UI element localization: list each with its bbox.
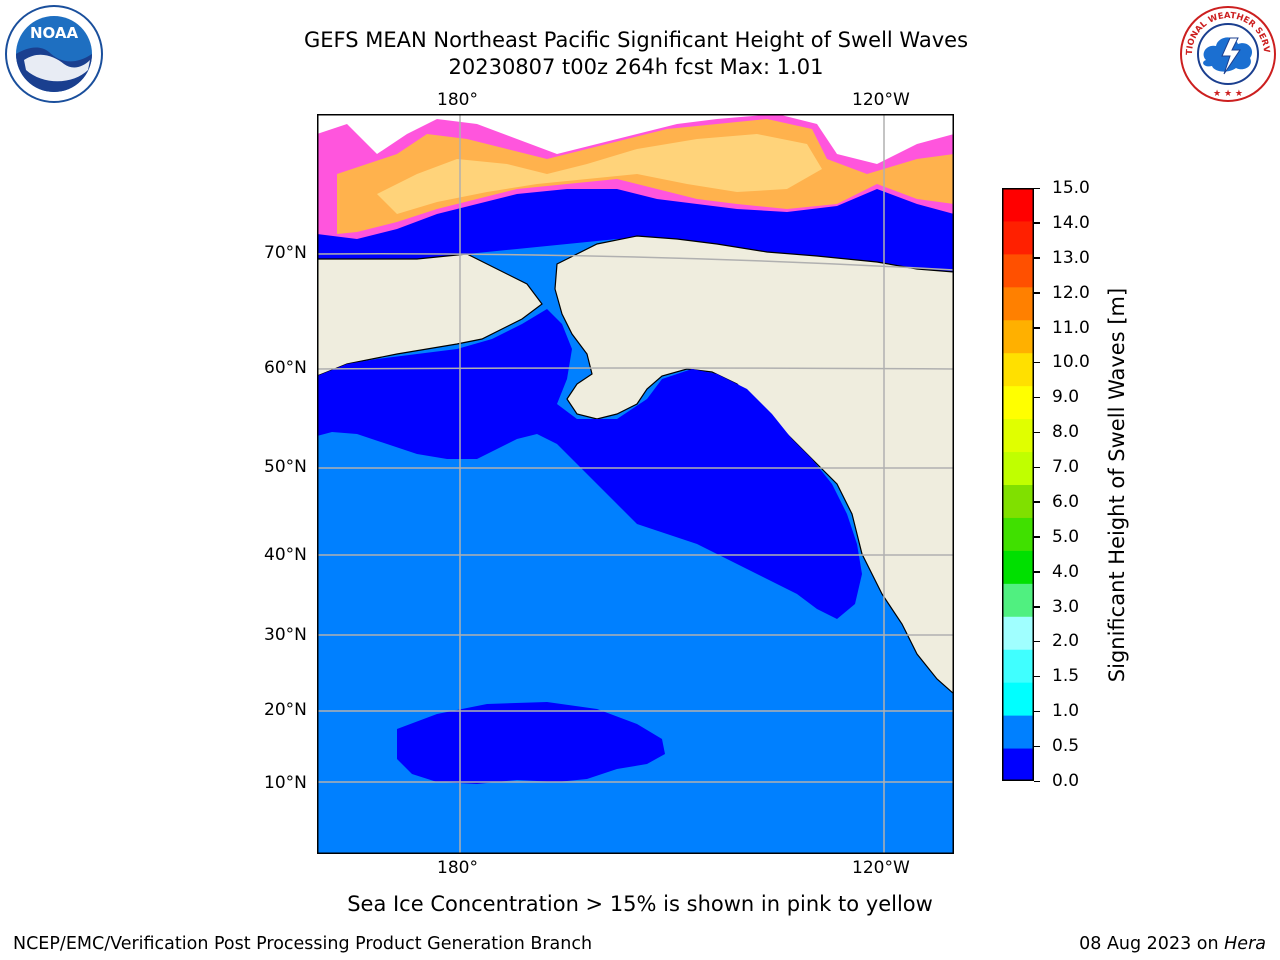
colorbar-tick-label: 3.0 <box>1052 596 1080 617</box>
colorbar-tick-label: 2.0 <box>1052 631 1080 652</box>
colorbar-frame <box>1002 188 1034 781</box>
sea-ice-yellow-core <box>377 134 822 214</box>
colorbar-tick <box>1034 466 1040 469</box>
sea-ice-note: Sea Ice Concentration > 15% is shown in … <box>347 892 933 916</box>
colorbar-tick-label: 0.5 <box>1052 736 1080 757</box>
colorbar-segment <box>1002 649 1034 683</box>
colorbar-segment <box>1002 484 1034 518</box>
swell-height-map <box>316 114 955 854</box>
colorbar-segment <box>1002 583 1034 617</box>
map-frame <box>317 114 954 854</box>
colorbar-tick <box>1034 292 1040 294</box>
colorbar-tick-label: 1.5 <box>1052 666 1080 687</box>
colorbar-tick-label: 8.0 <box>1052 422 1080 443</box>
colorbar-tick <box>1034 361 1040 364</box>
colorbar-segment <box>1002 715 1034 749</box>
lon-label-bottom-120w: 120°W <box>852 858 910 878</box>
nws-logo-icon: NATIONAL WEATHER SERVICE ★ ★ ★ <box>1178 4 1276 102</box>
colorbar-tick-label: 10.0 <box>1052 352 1090 373</box>
colorbar-tick-label: 5.0 <box>1052 526 1080 547</box>
lat-label-10n: 10°N <box>264 773 307 793</box>
colorbar-tick-label: 12.0 <box>1052 282 1090 303</box>
colorbar-segment <box>1002 253 1034 288</box>
colorbar-tick-label: 13.0 <box>1052 247 1090 268</box>
map-panel <box>316 114 955 854</box>
svg-text:NOAA: NOAA <box>30 24 79 42</box>
colorbar-tick-label: 15.0 <box>1052 178 1090 198</box>
colorbar-tick <box>1034 640 1040 643</box>
lat-label-50n: 50°N <box>264 457 307 477</box>
lat-label-30n: 30°N <box>264 625 307 645</box>
colorbar-tick-label: 11.0 <box>1052 317 1090 338</box>
colorbar-tick <box>1034 257 1040 259</box>
footer-date: 08 Aug 2023 on Hera <box>1079 933 1266 955</box>
colorbar-tick-label: 1.0 <box>1052 701 1080 722</box>
colorbar-tick <box>1034 745 1040 748</box>
colorbar-segment <box>1002 682 1034 716</box>
colorbar-segment <box>1002 286 1034 321</box>
lon-label-top-120w: 120°W <box>852 90 910 110</box>
colorbar-tick <box>1034 396 1040 399</box>
colorbar-segment <box>1002 220 1034 255</box>
colorbar-segment <box>1002 517 1034 551</box>
colorbar-tick-label: 14.0 <box>1052 212 1090 233</box>
colorbar-tick-label: 4.0 <box>1052 561 1080 582</box>
colorbar-tick <box>1034 710 1040 713</box>
colorbar-scale <box>1002 188 1034 782</box>
colorbar-tick <box>1034 606 1040 608</box>
colorbar-tick <box>1034 536 1040 538</box>
chart-subtitle: 20230807 t00z 264h fcst Max: 1.01 <box>448 55 824 79</box>
colorbar-tick <box>1034 222 1040 224</box>
colorbar-segment <box>1002 451 1034 485</box>
chart-title: GEFS MEAN Northeast Pacific Significant … <box>303 28 969 52</box>
noaa-logo: NOAA <box>4 4 104 104</box>
footer-machine: Hera <box>1224 934 1266 954</box>
lat-label-70n: 70°N <box>264 243 307 263</box>
colorbar-title: Significant Height of Swell Waves [m] <box>1105 287 1129 683</box>
lon-label-top-180: 180° <box>437 90 478 110</box>
colorbar-tick <box>1034 675 1040 678</box>
svg-text:★ ★ ★: ★ ★ ★ <box>1213 89 1243 99</box>
colorbar-tick <box>1034 431 1040 434</box>
colorbar-segment <box>1002 385 1034 420</box>
colorbar-tick <box>1034 501 1040 503</box>
lon-label-bottom-180: 180° <box>437 858 478 878</box>
lat-label-60n: 60°N <box>264 358 307 378</box>
colorbar-tick <box>1034 780 1040 782</box>
lat-label-40n: 40°N <box>264 545 307 565</box>
colorbar-segment <box>1002 352 1034 387</box>
colorbar-segment <box>1002 550 1034 584</box>
bering-sea-low-swell <box>317 309 862 619</box>
footer-date-text: 08 Aug 2023 on <box>1079 934 1225 954</box>
central-pacific-low-swell <box>397 702 665 784</box>
colorbar-segment <box>1002 748 1034 782</box>
colorbar <box>1002 188 1034 782</box>
nws-logo: NATIONAL WEATHER SERVICE ★ ★ ★ <box>1178 4 1278 104</box>
colorbar-segment <box>1002 418 1034 453</box>
colorbar-segment <box>1002 616 1034 650</box>
map-gridlines <box>316 114 955 854</box>
colorbar-tick-label: 6.0 <box>1052 491 1080 512</box>
footer-branch: NCEP/EMC/Verification Post Processing Pr… <box>13 934 593 954</box>
lat-label-20n: 20°N <box>264 700 307 720</box>
noaa-logo-icon: NOAA <box>5 5 103 103</box>
colorbar-tick <box>1034 327 1040 329</box>
colorbar-segment <box>1002 319 1034 354</box>
colorbar-tick <box>1034 187 1040 189</box>
colorbar-tick-label: 7.0 <box>1052 457 1080 478</box>
colorbar-tick <box>1034 571 1040 573</box>
colorbar-tick-label: 9.0 <box>1052 387 1080 408</box>
colorbar-segment <box>1002 188 1034 222</box>
colorbar-tick-label: 0.0 <box>1052 771 1080 791</box>
